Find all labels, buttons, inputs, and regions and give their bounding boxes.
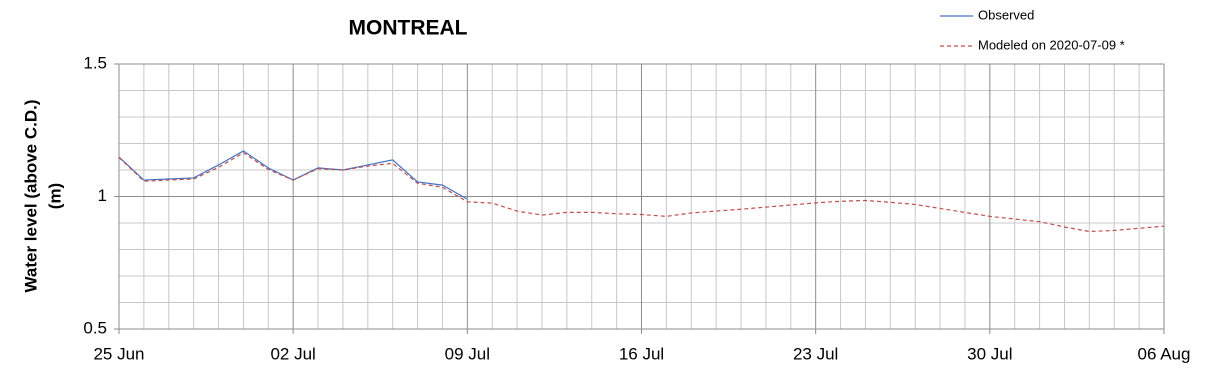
y-tick-label: 1.5 bbox=[83, 53, 107, 72]
x-tick-label: 16 Jul bbox=[619, 344, 664, 363]
y-axis-label: Water level (above C.D.) (m) bbox=[21, 99, 64, 292]
plot-border bbox=[118, 63, 1165, 330]
x-tick-label: 23 Jul bbox=[793, 344, 838, 363]
x-tick-label: 25 Jun bbox=[93, 344, 144, 363]
y-tick-label: 1 bbox=[98, 186, 107, 205]
data-line bbox=[118, 152, 1165, 233]
legend-label: Modeled on 2020-07-09 * bbox=[978, 37, 1125, 52]
y-label-line: (m) bbox=[45, 183, 64, 209]
y-tick-label: 0.5 bbox=[83, 318, 107, 337]
x-tick-label: 02 Jul bbox=[270, 344, 315, 363]
x-tick-label: 09 Jul bbox=[445, 344, 490, 363]
y-label-line: Water level (above C.D.) bbox=[21, 99, 40, 292]
chart-title: MONTREAL bbox=[349, 17, 468, 40]
x-tick-label: 06 Aug bbox=[1138, 344, 1191, 363]
x-tick-label: 30 Jul bbox=[967, 344, 1012, 363]
legend-label: Observed bbox=[978, 7, 1034, 22]
